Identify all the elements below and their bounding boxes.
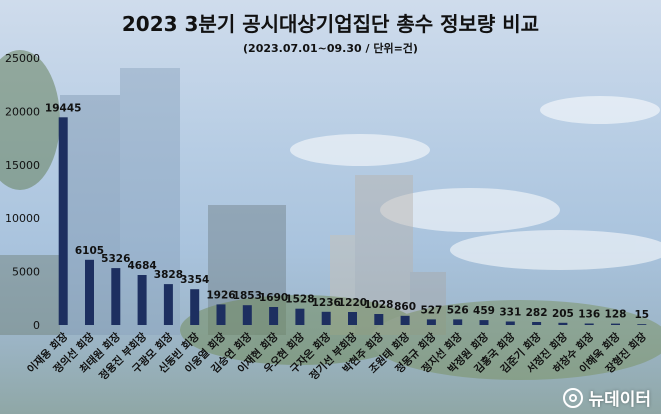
data-label: 1220 xyxy=(338,297,367,309)
bar xyxy=(163,284,173,325)
bar xyxy=(558,322,568,325)
y-tick-label: 5000 xyxy=(12,266,40,279)
bar xyxy=(611,323,620,325)
y-tick-label: 10000 xyxy=(5,212,40,225)
bar xyxy=(295,308,305,325)
bar xyxy=(85,259,94,325)
data-label: 3828 xyxy=(154,269,183,281)
bar xyxy=(374,314,384,325)
y-tick-label: 15000 xyxy=(5,159,40,172)
data-label: 282 xyxy=(526,307,548,319)
data-label: 5326 xyxy=(101,253,130,265)
data-label: 459 xyxy=(473,305,495,317)
bar xyxy=(348,312,357,325)
bar xyxy=(111,268,121,325)
data-label: 1926 xyxy=(206,289,235,301)
y-tick-label: 20000 xyxy=(5,105,40,118)
bar xyxy=(479,320,489,325)
bar xyxy=(453,319,463,325)
bar xyxy=(400,315,410,325)
chart-subtitle: (2023.07.01~09.30 / 단위=건) xyxy=(243,42,418,55)
y-tick-label: 0 xyxy=(33,319,40,332)
bar xyxy=(137,275,147,325)
bar xyxy=(58,117,68,325)
data-label: 1236 xyxy=(312,297,341,309)
data-label: 136 xyxy=(578,309,600,321)
data-label: 527 xyxy=(420,304,442,316)
data-label: 19445 xyxy=(45,102,82,114)
data-label: 6105 xyxy=(75,245,104,257)
chart-title: 2023 3분기 공시대상기업집단 총수 정보량 비교 xyxy=(121,12,540,36)
bar xyxy=(505,321,515,325)
data-label: 128 xyxy=(605,309,627,321)
data-label: 1028 xyxy=(364,299,393,311)
y-axis: 0 5000 10000 15000 20000 25000 xyxy=(5,52,40,332)
data-label: 860 xyxy=(394,301,416,313)
watermark-logo-icon xyxy=(563,387,584,408)
data-label: 1853 xyxy=(233,290,262,302)
bar xyxy=(216,304,226,325)
data-label: 526 xyxy=(447,304,469,316)
data-label: 3354 xyxy=(180,274,209,286)
data-label: 1528 xyxy=(285,294,314,306)
data-label: 331 xyxy=(499,307,521,319)
bar xyxy=(584,323,594,325)
bar xyxy=(426,319,436,325)
watermark-text: 뉴데이터 xyxy=(588,390,651,410)
data-label: 1690 xyxy=(259,292,288,304)
watermark: 뉴데이터 xyxy=(563,385,651,410)
data-labels: 1944561055326468438283354192618531690152… xyxy=(45,102,649,321)
bar-series xyxy=(58,117,647,325)
y-tick-label: 25000 xyxy=(5,52,40,65)
bar xyxy=(321,311,331,325)
bar xyxy=(269,307,279,325)
data-label: 4684 xyxy=(127,260,156,272)
bar xyxy=(190,289,200,325)
data-label: 15 xyxy=(634,309,649,321)
data-label: 205 xyxy=(552,308,574,320)
bar xyxy=(242,305,252,325)
bar xyxy=(637,324,647,325)
bar xyxy=(532,322,542,325)
